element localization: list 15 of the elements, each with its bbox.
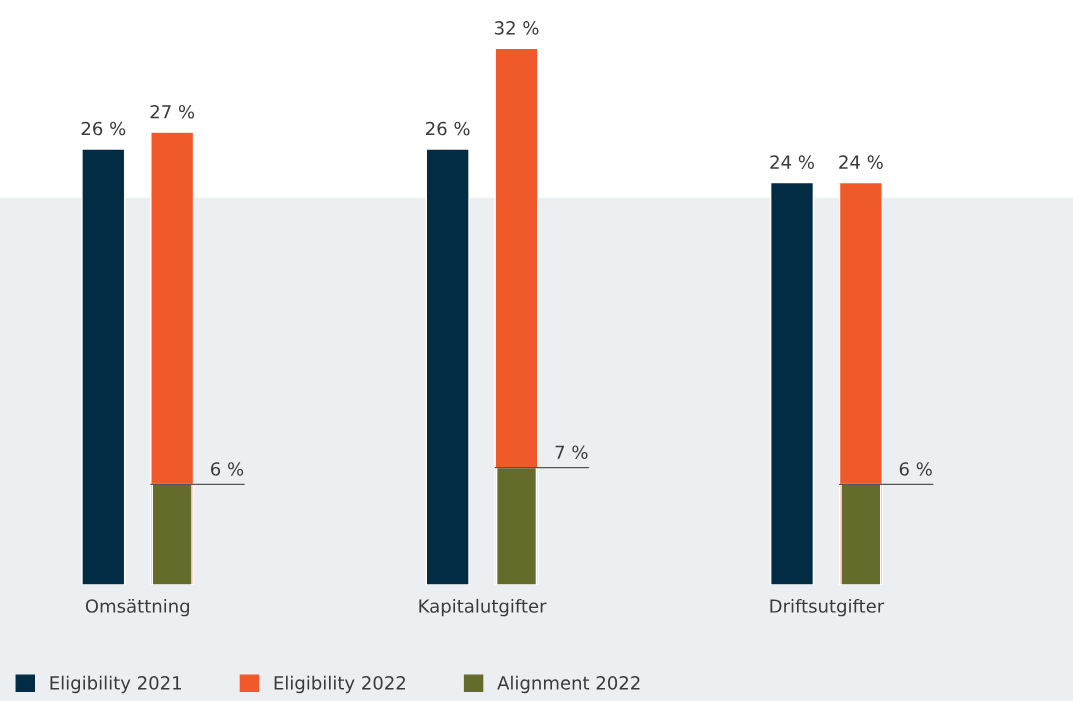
legend-label: Eligibility 2021 (50, 675, 181, 694)
data-label: 32 % (494, 21, 539, 35)
data-label: 26 % (426, 121, 470, 136)
legend-label: Alignment 2022 (497, 675, 640, 694)
data-label: 26 % (81, 121, 126, 136)
x-tick-label: Omsättning (85, 598, 189, 617)
x-tick-label: Kapitalutgifter (419, 598, 547, 617)
data-label: 6 % (211, 462, 244, 476)
data-label: 27 % (150, 104, 195, 119)
legend-label: Eligibility 2022 (274, 675, 405, 694)
data-label: 7 % (555, 445, 588, 460)
data-label: 6 % (899, 462, 932, 476)
data-label: 24 % (839, 155, 883, 169)
x-tick-label: Driftsutgifter (770, 598, 885, 617)
data-label: 24 % (770, 155, 814, 169)
